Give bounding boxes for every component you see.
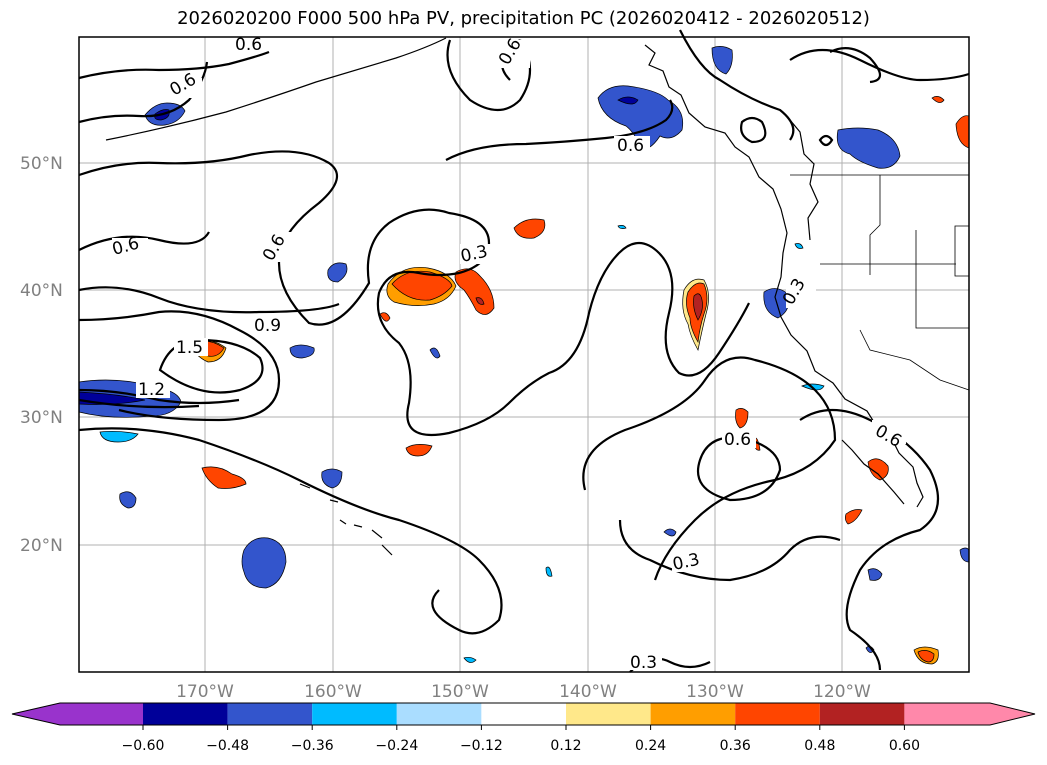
precip-blob xyxy=(931,96,945,103)
colorbar-tick-label: 0.24 xyxy=(635,738,666,754)
colorbar-segment xyxy=(650,703,736,725)
precip-blob xyxy=(735,408,749,429)
precip-blob xyxy=(321,468,343,489)
contour-label: 0.6 xyxy=(724,430,751,450)
colorbar-tick-label: −0.24 xyxy=(375,738,418,754)
precip-blob xyxy=(836,127,901,169)
pv-contours xyxy=(78,29,970,673)
precip-blob xyxy=(475,297,485,305)
contour-label: 0.3 xyxy=(630,653,657,673)
precip-blob xyxy=(844,509,863,525)
colorbar-tick-label: −0.12 xyxy=(460,738,503,754)
colorbar-segment xyxy=(904,703,990,725)
precip-blob xyxy=(597,85,684,149)
precip-blob xyxy=(429,347,441,359)
precip-blob xyxy=(379,312,391,322)
colorbar-segment xyxy=(819,703,905,725)
precip-blob xyxy=(78,391,146,405)
colorbar-outline xyxy=(11,702,1036,726)
colorbar-segment xyxy=(312,703,397,725)
lon-label-120w: 120°W xyxy=(813,682,871,702)
lon-label-140w: 140°W xyxy=(559,682,617,702)
colorbar-segment xyxy=(60,703,143,725)
precip-blob xyxy=(454,268,495,315)
chart-title: 2026020200 F000 500 hPa PV, precipitatio… xyxy=(177,8,870,29)
colorbar-segment xyxy=(481,703,566,725)
colorbar-tick-label: −0.36 xyxy=(291,738,334,754)
lat-label-30n: 30°N xyxy=(20,408,63,428)
contour-labels: 0.6 0.6 0.6 0.6 0.6 0.6 0.3 0.9 1.5 1.2 … xyxy=(110,35,906,673)
lat-label-40n: 40°N xyxy=(20,281,63,301)
precip-blob xyxy=(617,96,639,105)
precip-blob xyxy=(201,466,247,489)
contour-label: 0.6 xyxy=(617,136,644,156)
colorbar-tick-label: 0.48 xyxy=(804,738,835,754)
colorbar-segment xyxy=(143,703,228,725)
precip-blob xyxy=(663,528,677,537)
colorbar: −0.60 −0.48 −0.36 −0.24 −0.12 0.12 0.24 0.36 0.4… xyxy=(11,702,1036,754)
colorbar-extend-min xyxy=(12,703,60,725)
colorbar-tick-label: −0.48 xyxy=(206,738,249,754)
precip-blob xyxy=(513,218,546,239)
colorbar-segment xyxy=(735,703,820,725)
contour-label: 0.6 xyxy=(235,35,262,55)
precip-blob xyxy=(794,243,804,249)
colorbar-tick-label: 0.60 xyxy=(889,738,920,754)
precip-blob xyxy=(119,491,137,509)
longitude-labels: 170°W 160°W 150°W 140°W 130°W 120°W xyxy=(176,682,871,702)
contour-label: 1.2 xyxy=(138,380,165,400)
precip-blob xyxy=(711,46,733,75)
precip-blob xyxy=(405,444,433,457)
lat-label-20n: 20°N xyxy=(20,536,63,556)
latitude-labels: 50°N 40°N 30°N 20°N xyxy=(20,154,63,556)
contour-label: 1.5 xyxy=(176,338,203,358)
colorbar-segment xyxy=(396,703,482,725)
colorbar-tick-label: −0.60 xyxy=(122,738,165,754)
precip-blob xyxy=(241,537,287,589)
precip-blob xyxy=(99,430,139,443)
political-borders xyxy=(790,174,970,391)
lon-label-130w: 130°W xyxy=(686,682,744,702)
lon-label-160w: 160°W xyxy=(304,682,362,702)
precip-blob xyxy=(463,656,477,663)
lon-label-150w: 150°W xyxy=(431,682,489,702)
precip-blob xyxy=(867,458,889,481)
colorbar-extend-max xyxy=(990,703,1035,725)
precip-blob xyxy=(867,568,883,581)
colorbar-segment xyxy=(566,703,651,725)
contour-label: 0.9 xyxy=(254,316,281,336)
precip-blob xyxy=(327,262,348,283)
precip-blob xyxy=(391,270,453,301)
precip-blob xyxy=(917,650,935,663)
precip-blob xyxy=(545,566,553,577)
precip-blob xyxy=(617,224,627,230)
precip-blob xyxy=(693,293,703,321)
colorbar-segment xyxy=(227,703,313,725)
plot-frame xyxy=(78,36,970,673)
colorbar-tick-label: 0.12 xyxy=(550,738,581,754)
lon-label-170w: 170°W xyxy=(176,682,234,702)
precip-blob xyxy=(289,344,315,359)
lat-label-50n: 50°N xyxy=(20,154,63,174)
colorbar-tick-label: 0.36 xyxy=(720,738,751,754)
